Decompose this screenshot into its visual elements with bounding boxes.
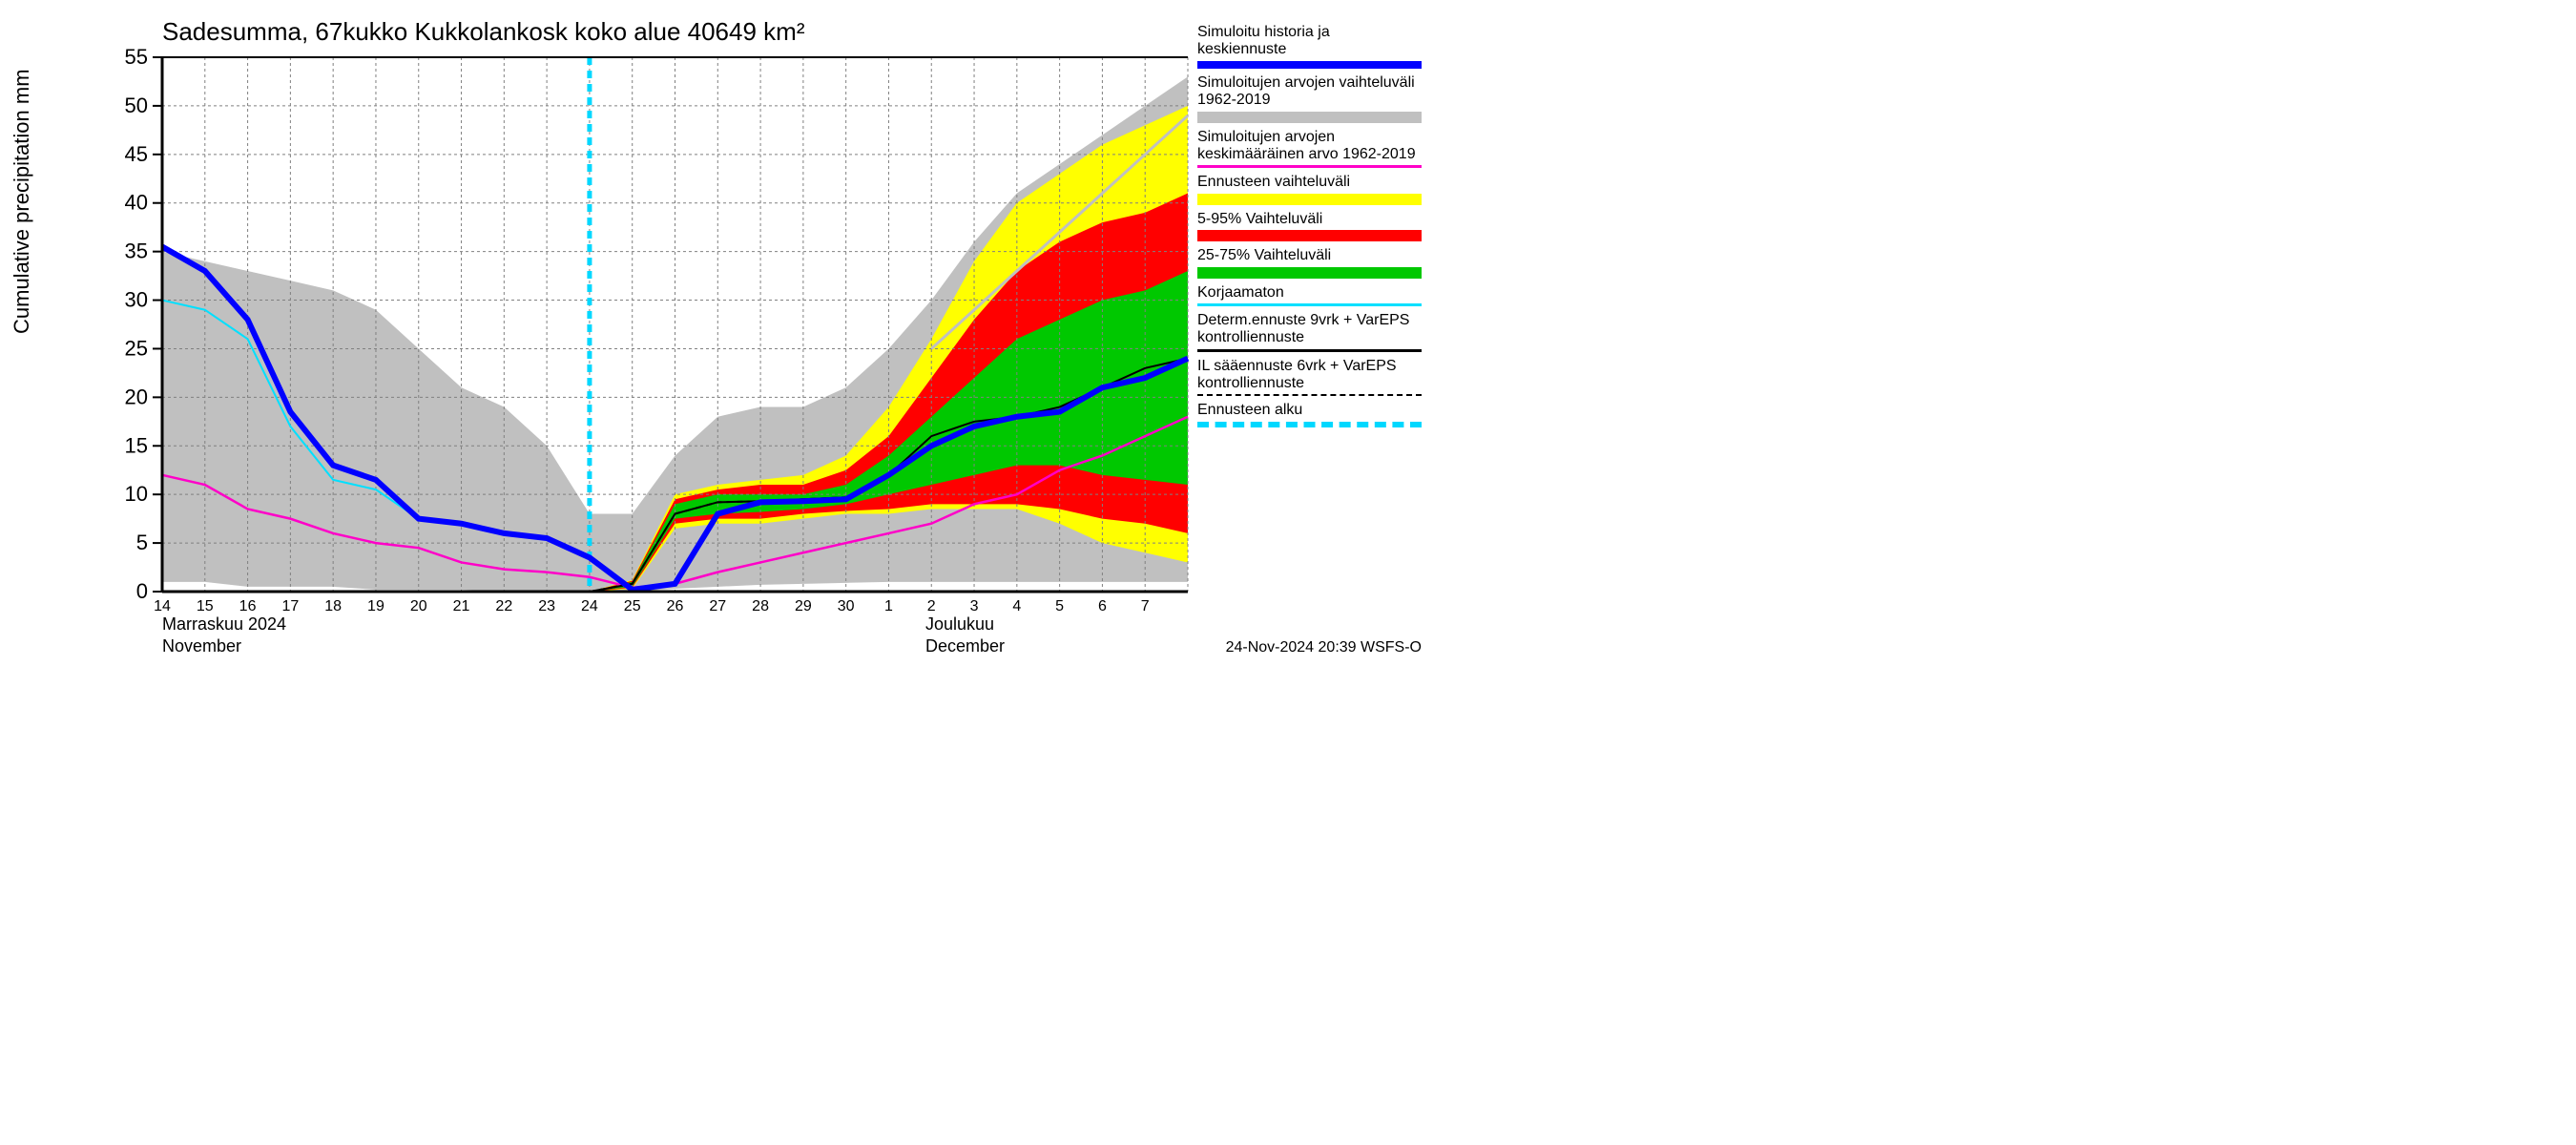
svg-text:26: 26 xyxy=(667,598,684,614)
legend-swatch xyxy=(1197,112,1422,123)
svg-text:21: 21 xyxy=(453,598,470,614)
svg-text:10: 10 xyxy=(125,482,148,506)
legend-item: Determ.ennuste 9vrk + VarEPS kontrollien… xyxy=(1197,312,1422,352)
svg-text:15: 15 xyxy=(125,433,148,457)
svg-text:20: 20 xyxy=(410,598,427,614)
legend-item: Korjaamaton xyxy=(1197,284,1422,306)
svg-text:50: 50 xyxy=(125,94,148,117)
month-left-fi: Marraskuu 2024 xyxy=(162,614,286,635)
legend-swatch xyxy=(1197,194,1422,205)
svg-text:40: 40 xyxy=(125,191,148,215)
legend-label: Simuloitujen arvojen keskimääräinen arvo… xyxy=(1197,129,1422,164)
month-left-en: November xyxy=(162,636,241,656)
legend-item: IL sääennuste 6vrk + VarEPS kontrollienn… xyxy=(1197,358,1422,397)
legend-item: Simuloitujen arvojen vaihteluväli 1962-2… xyxy=(1197,74,1422,123)
svg-text:29: 29 xyxy=(795,598,812,614)
svg-text:25: 25 xyxy=(624,598,641,614)
svg-text:23: 23 xyxy=(538,598,555,614)
svg-text:6: 6 xyxy=(1098,598,1107,614)
legend-label: IL sääennuste 6vrk + VarEPS kontrollienn… xyxy=(1197,358,1422,393)
svg-text:19: 19 xyxy=(367,598,384,614)
svg-text:18: 18 xyxy=(324,598,342,614)
legend-label: Simuloitu historia ja keskiennuste xyxy=(1197,24,1422,59)
chart-container: 1415161718192021222324252627282930123456… xyxy=(0,0,1431,668)
legend-swatch xyxy=(1197,230,1422,241)
legend-label: Ennusteen alku xyxy=(1197,402,1422,419)
svg-text:1: 1 xyxy=(884,598,893,614)
svg-text:27: 27 xyxy=(709,598,726,614)
svg-text:14: 14 xyxy=(154,598,171,614)
legend-swatch xyxy=(1197,394,1422,396)
svg-text:30: 30 xyxy=(838,598,855,614)
svg-text:15: 15 xyxy=(197,598,214,614)
month-right-en: December xyxy=(925,636,1005,656)
legend: Simuloitu historia ja keskiennuste Simulo… xyxy=(1197,24,1422,433)
svg-text:17: 17 xyxy=(281,598,299,614)
svg-text:22: 22 xyxy=(495,598,512,614)
svg-text:28: 28 xyxy=(752,598,769,614)
legend-label: 5-95% Vaihteluväli xyxy=(1197,211,1422,228)
chart-title: Sadesumma, 67kukko Kukkolankosk koko alu… xyxy=(162,17,804,47)
svg-text:5: 5 xyxy=(1055,598,1064,614)
legend-label: Ennusteen vaihteluväli xyxy=(1197,174,1422,191)
legend-swatch xyxy=(1197,422,1422,427)
svg-text:35: 35 xyxy=(125,239,148,263)
legend-item: Simuloitujen arvojen keskimääräinen arvo… xyxy=(1197,129,1422,169)
legend-label: Simuloitujen arvojen vaihteluväli 1962-2… xyxy=(1197,74,1422,110)
svg-text:5: 5 xyxy=(136,531,148,554)
svg-text:0: 0 xyxy=(136,579,148,603)
svg-text:7: 7 xyxy=(1141,598,1150,614)
legend-item: Ennusteen vaihteluväli xyxy=(1197,174,1422,204)
y-axis-label: Cumulative precipitation mm xyxy=(10,69,34,334)
svg-text:3: 3 xyxy=(970,598,979,614)
svg-text:30: 30 xyxy=(125,288,148,312)
legend-label: Determ.ennuste 9vrk + VarEPS kontrollien… xyxy=(1197,312,1422,347)
svg-text:2: 2 xyxy=(927,598,936,614)
legend-swatch xyxy=(1197,349,1422,352)
svg-text:16: 16 xyxy=(239,598,257,614)
svg-text:20: 20 xyxy=(125,385,148,408)
legend-item: Simuloitu historia ja keskiennuste xyxy=(1197,24,1422,69)
month-right-fi: Joulukuu xyxy=(925,614,994,635)
legend-swatch xyxy=(1197,165,1422,168)
legend-label: Korjaamaton xyxy=(1197,284,1422,302)
legend-item: Ennusteen alku xyxy=(1197,402,1422,427)
legend-label: 25-75% Vaihteluväli xyxy=(1197,247,1422,264)
legend-swatch xyxy=(1197,303,1422,306)
legend-item: 5-95% Vaihteluväli xyxy=(1197,211,1422,241)
svg-text:25: 25 xyxy=(125,336,148,360)
svg-text:4: 4 xyxy=(1012,598,1021,614)
svg-text:45: 45 xyxy=(125,142,148,166)
svg-text:24: 24 xyxy=(581,598,598,614)
legend-swatch xyxy=(1197,267,1422,279)
legend-item: 25-75% Vaihteluväli xyxy=(1197,247,1422,278)
footer-timestamp: 24-Nov-2024 20:39 WSFS-O xyxy=(1226,639,1422,656)
legend-swatch xyxy=(1197,61,1422,69)
svg-text:55: 55 xyxy=(125,45,148,69)
